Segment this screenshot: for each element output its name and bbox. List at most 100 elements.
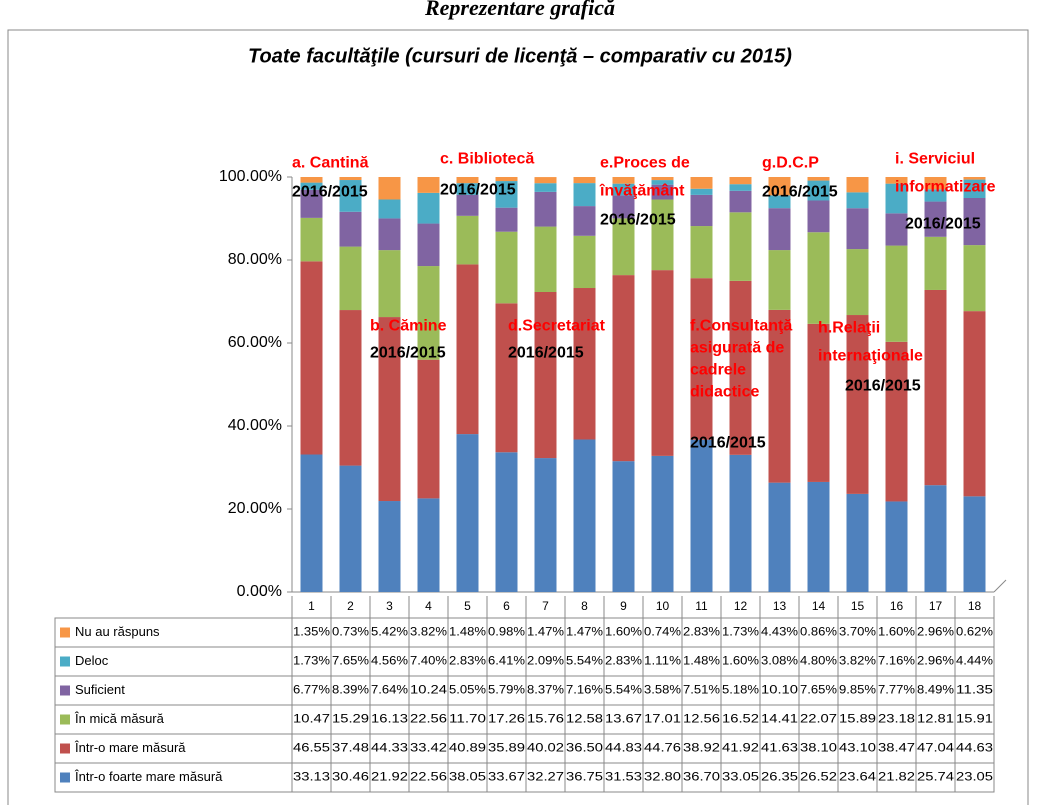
table-cell: 10.24 <box>410 683 447 697</box>
table-cell: 14.41 <box>761 712 798 726</box>
table-cell: 15.89 <box>839 712 876 726</box>
table-cell: 10.10 <box>761 683 798 697</box>
table-cell: 7.40% <box>410 654 447 668</box>
table-cell: 33.13 <box>293 770 330 784</box>
legend-swatch <box>60 656 70 667</box>
bar-segment <box>339 180 362 212</box>
table-cell: 1.60% <box>722 654 759 668</box>
bar-segment <box>963 177 986 180</box>
bar-segment <box>456 177 479 184</box>
bar-segment <box>768 482 791 592</box>
bar-segment <box>339 310 362 466</box>
x-tick-label: 4 <box>425 599 432 613</box>
bar-segment <box>300 217 323 262</box>
table-cell: 12.56 <box>683 712 720 726</box>
table-cell: 1.35% <box>293 625 330 639</box>
bar-segment <box>612 183 635 196</box>
bar-segment <box>573 439 596 592</box>
table-cell: 25.74 <box>917 770 954 784</box>
table-cell: 38.92 <box>683 741 720 755</box>
bar-segment <box>417 177 440 193</box>
bar-segment <box>768 195 791 209</box>
table-cell: 8.37% <box>527 683 564 697</box>
table-cell: 4.80% <box>800 654 837 668</box>
bar-segment <box>456 264 479 435</box>
bar-segment <box>300 182 323 190</box>
annotation-period: 2016/2015 <box>690 434 766 451</box>
bar-segment <box>417 359 440 499</box>
bar-segment <box>300 189 323 218</box>
table-cell: 9.85% <box>839 683 876 697</box>
bar-segment <box>885 245 908 342</box>
bar-segment <box>690 188 713 195</box>
legend-label: În mică măsură <box>74 711 165 726</box>
table-cell: 11.35 <box>956 683 993 697</box>
bar-segment <box>807 481 830 592</box>
bar-segment <box>924 189 947 202</box>
table-cell: 17.01 <box>644 712 681 726</box>
bar-segment <box>495 231 518 304</box>
table-cell: 13.67 <box>605 712 642 726</box>
table-cell: 16.52 <box>722 712 759 726</box>
table-cell: 3.82% <box>410 625 447 639</box>
table-cell: 23.18 <box>878 712 915 726</box>
table-cell: 6.77% <box>293 683 330 697</box>
bar-segment <box>573 183 596 207</box>
bar-segment <box>768 177 791 196</box>
x-tick-label: 8 <box>581 599 588 613</box>
table-cell: 11.70 <box>449 712 486 726</box>
table-cell: 33.05 <box>722 770 759 784</box>
table-cell: 1.11% <box>644 654 681 668</box>
legend-swatch <box>60 627 70 638</box>
bar-segment <box>690 177 713 189</box>
table-cell: 23.05 <box>956 770 993 784</box>
table-cell: 1.47% <box>527 625 564 639</box>
annotation-period: 2016/2015 <box>905 215 981 232</box>
bar-segment <box>339 211 362 247</box>
bar-segment <box>495 207 518 232</box>
bar-segment <box>651 180 674 185</box>
x-tick-label: 10 <box>656 599 670 613</box>
table-cell: 23.64 <box>839 770 876 784</box>
table-cell: 3.58% <box>644 683 681 697</box>
annotation-period: 2016/2015 <box>600 211 676 228</box>
table-cell: 7.65% <box>332 654 369 668</box>
legend-swatch <box>60 714 70 725</box>
bar-segment <box>573 177 596 184</box>
table-cell: 22.56 <box>410 712 447 726</box>
table-cell: 40.02 <box>527 741 564 755</box>
x-tick-label: 15 <box>851 599 865 613</box>
bar-segment <box>495 452 518 592</box>
legend-label: Într-o foarte mare măsură <box>74 769 223 784</box>
annotation-text: învăţământ <box>599 182 685 199</box>
y-tick-label: 20.00% <box>228 500 282 517</box>
table-cell: 7.64% <box>371 683 408 697</box>
table-cell: 0.98% <box>488 625 525 639</box>
bar-segment <box>300 454 323 592</box>
bar-segment <box>456 434 479 592</box>
y-tick-label: 100.00% <box>219 168 282 185</box>
bar-segment <box>534 183 557 192</box>
legend-label: Suficient <box>75 682 125 697</box>
annotation-period: 2016/2015 <box>508 344 584 361</box>
table-cell: 32.80 <box>644 770 681 784</box>
table-cell: 7.65% <box>800 683 837 697</box>
annotation-text: h.Relaţii <box>818 319 880 336</box>
table-cell: 1.60% <box>605 625 642 639</box>
table-cell: 41.92 <box>722 741 759 755</box>
bar-segment <box>573 206 596 236</box>
table-cell: 15.91 <box>956 712 993 726</box>
table-cell: 3.08% <box>761 654 798 668</box>
annotation-text: internaţionale <box>818 347 923 364</box>
annotation-period: 2016/2015 <box>370 344 446 361</box>
legend-label: Deloc <box>75 653 109 668</box>
bar-segment <box>885 183 908 214</box>
bar-segment <box>300 261 323 455</box>
table-cell: 36.50 <box>566 741 603 755</box>
bar-segment <box>300 177 323 183</box>
table-cell: 32.27 <box>527 770 564 784</box>
table-cell: 38.10 <box>800 741 837 755</box>
table-cell: 4.56% <box>371 654 408 668</box>
bar-segment <box>534 226 557 292</box>
y-tick-label: 80.00% <box>228 251 282 268</box>
